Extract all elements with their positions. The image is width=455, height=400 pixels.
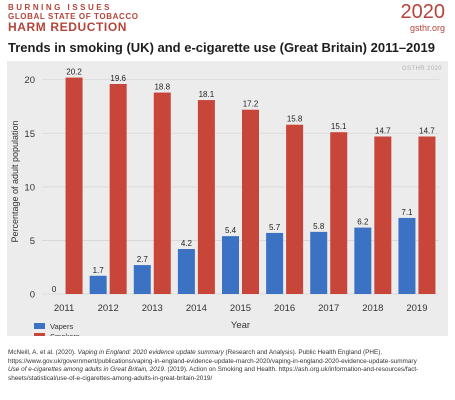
smokers-data-label: 15.8	[287, 115, 303, 124]
vapers-bar	[222, 236, 239, 294]
vapers-bar	[354, 227, 372, 294]
brand-line2: GLOBAL STATE OF TOBACCO	[8, 12, 139, 21]
smokers-bar	[242, 109, 259, 294]
vapers-bar	[133, 265, 151, 294]
x-tick-label: 2013	[142, 303, 163, 314]
smokers-bar	[330, 132, 348, 294]
x-tick-label: 2018	[362, 303, 383, 314]
y-axis-label: Percentage of adult population	[10, 120, 20, 242]
y-tick-label: 10	[24, 182, 35, 193]
ref1-prefix: McNeill, A. et al. (2020).	[8, 349, 78, 356]
ref2-suffix: . (2019). Action on Smoking and Health. …	[8, 366, 419, 382]
vapers-data-label: 1.7	[93, 266, 105, 275]
smokers-data-label: 18.8	[154, 83, 170, 92]
smokers-data-label: 17.2	[243, 100, 259, 109]
smokers-data-label: 19.6	[110, 74, 126, 83]
x-tick-label: 2011	[54, 303, 74, 314]
vapers-bar	[266, 232, 284, 294]
vapers-bar	[89, 275, 107, 294]
vapers-data-label: 7.1	[401, 208, 413, 217]
y-tick-label: 5	[30, 236, 35, 247]
vapers-data-label: 0	[52, 285, 57, 294]
y-tick-label: 0	[30, 290, 35, 301]
reference-2: Use of e-cigarettes among adults in Grea…	[8, 366, 448, 383]
vapers-bar	[398, 217, 416, 294]
vapers-data-label: 5.7	[269, 223, 281, 232]
smokers-data-label: 14.7	[375, 127, 391, 136]
references: McNeill, A. et al. (2020). Vaping in Eng…	[8, 349, 448, 383]
vapers-data-label: 5.8	[313, 222, 325, 231]
legend-label-smokers: Smokers	[50, 332, 80, 336]
legend-swatch-smokers	[34, 333, 45, 336]
y-tick-label: 15	[24, 129, 35, 140]
ref2-title: Use of e-cigarettes among adults in Grea…	[8, 366, 164, 374]
ref1-title: Vaping in England: 2020 evidence update …	[77, 349, 224, 356]
x-tick-label: 2019	[406, 303, 427, 314]
smokers-bar	[197, 100, 215, 294]
header: BURNING ISSUES GLOBAL STATE OF TOBACCO H…	[0, 0, 455, 36]
vapers-data-label: 5.4	[225, 226, 237, 235]
smokers-bar	[374, 136, 392, 294]
x-tick-label: 2016	[274, 303, 295, 314]
smokers-bar	[109, 84, 127, 294]
smokers-bar	[286, 124, 304, 294]
smokers-bar	[153, 92, 171, 294]
smokers-bar	[418, 136, 436, 294]
watermark: GSTHR 2020	[401, 66, 442, 72]
vapers-bar	[177, 249, 195, 294]
reference-1: McNeill, A. et al. (2020). Vaping in Eng…	[8, 349, 448, 366]
smokers-data-label: 18.1	[199, 90, 215, 99]
year-badge: 2020	[400, 1, 446, 23]
vapers-bar	[310, 231, 328, 294]
brand-line3: HARM REDUCTION	[8, 20, 128, 34]
x-tick-label: 2017	[318, 303, 339, 314]
x-tick-label: 2015	[230, 303, 251, 314]
chart-title: Trends in smoking (UK) and e-cigarette u…	[8, 40, 435, 55]
legend-label-vapers: Vapers	[50, 322, 73, 331]
smokers-data-label: 15.1	[331, 122, 347, 131]
x-tick-label: 2014	[186, 303, 207, 314]
x-axis-label: Year	[231, 320, 250, 331]
x-tick-label: 2012	[98, 303, 119, 314]
smokers-data-label: 20.2	[66, 68, 82, 77]
vapers-data-label: 4.2	[181, 239, 193, 248]
site-link[interactable]: gsthr.org	[409, 23, 445, 33]
legend-swatch-vapers	[34, 323, 45, 329]
smokers-bar	[65, 77, 83, 294]
vapers-data-label: 2.7	[137, 255, 149, 264]
y-tick-label: 20	[24, 75, 35, 86]
ref1-suffix: (Research and Analysis). Public Health E…	[8, 349, 417, 365]
bar-chart: 0 5 10 15 20 Percentage of adult population 0 2…	[10, 68, 439, 336]
brand-line1: BURNING ISSUES	[8, 3, 112, 12]
chart-area: GSTHR 2020 0 5 10 15 20 Percentage of adult p…	[7, 61, 448, 336]
smokers-data-label: 14.7	[419, 127, 435, 136]
vapers-data-label: 6.2	[357, 218, 369, 227]
